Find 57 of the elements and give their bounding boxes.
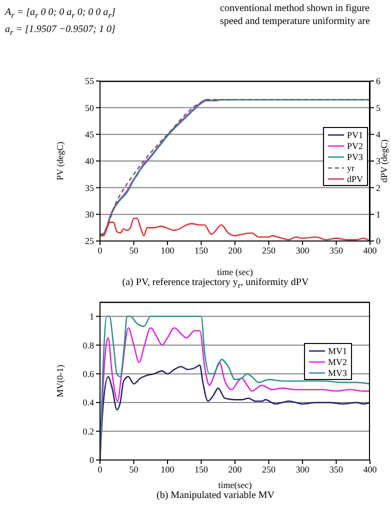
x-tick-label: 150 [194, 464, 208, 474]
text: (b) Manipulated variable MV [156, 490, 275, 501]
x-tick-label: 300 [296, 245, 310, 256]
y-tick-label: 40 [85, 156, 94, 166]
text: A$_{r}$ = [a$_{r}$ 0 0; 0 a$_{r}$ 0; 0 0 a$_{r}$] [5, 7, 116, 20]
x-tick-label: 50 [129, 464, 139, 474]
y2-tick-label: 3 [376, 156, 381, 166]
y-tick-label: 35 [85, 182, 94, 193]
y-tick-label: 0.8 [82, 340, 94, 350]
legend-label: MV2 [328, 356, 347, 366]
x-tick-label: 150 [194, 245, 208, 256]
x-tick-label: 300 [296, 464, 310, 474]
x-axis-title: time(sec) [218, 480, 252, 490]
x-tick-label: 250 [262, 245, 276, 256]
text: conventional method shown in figure [220, 3, 370, 14]
y-tick-label: 0.4 [82, 398, 94, 408]
x-tick-label: 200 [228, 245, 242, 256]
text: (a) PV, reference trajectory y$_{r}$, uniformity dPV [122, 277, 309, 290]
x-tick-label: 200 [228, 464, 242, 474]
x-tick-label: 0 [98, 464, 103, 474]
text: speed and temperature uniformity are [220, 16, 370, 27]
y-tick-label: 45 [85, 130, 94, 140]
y-tick-label: 25 [85, 236, 94, 246]
y2-tick-label: 6 [376, 76, 381, 86]
x-tick-label: 350 [330, 464, 344, 474]
text: a$_{r}$ = [1.9507 −0.9507; 1 0] [5, 24, 116, 37]
y-axis-title: MV(0-1) [55, 364, 66, 398]
x-tick-label: 100 [160, 245, 175, 256]
legend-label: PV1 [346, 130, 363, 140]
legend-label: yr [346, 162, 354, 172]
x-tick-label: 400 [363, 464, 378, 474]
x-tick-label: 0 [98, 245, 103, 256]
y2-tick-label: 0 [376, 236, 381, 246]
y-tick-label: 0 [90, 455, 94, 466]
y-tick-label: 30 [85, 210, 94, 220]
y-tick-label: 1 [90, 312, 94, 322]
x-tick-label: 50 [129, 245, 139, 256]
x-tick-label: 350 [330, 245, 344, 256]
legend-label: MV3 [328, 368, 347, 378]
y-tick-label: 0.2 [82, 426, 94, 436]
x-tick-label: 400 [363, 245, 378, 256]
x-tick-label: 250 [262, 464, 276, 474]
legend-label: MV1 [328, 346, 347, 356]
y2-tick-label: 1 [376, 210, 380, 220]
y2-tick-label: 4 [376, 130, 381, 140]
x-tick-label: 100 [160, 464, 175, 474]
y-axis-title: PV (degC) [55, 142, 66, 180]
y2-tick-label: 5 [376, 102, 381, 113]
x-axis-title: time (sec) [217, 267, 253, 277]
y-tick-label: 0.6 [82, 369, 94, 380]
y2-axis-title: dPV (degC) [379, 139, 389, 183]
y-tick-label: 50 [85, 102, 94, 113]
legend-label: dPV [346, 174, 363, 184]
y-tick-label: 55 [85, 76, 94, 86]
legend-label: PV2 [346, 140, 363, 150]
legend-label: PV3 [346, 152, 363, 162]
y2-tick-label: 2 [376, 182, 380, 193]
